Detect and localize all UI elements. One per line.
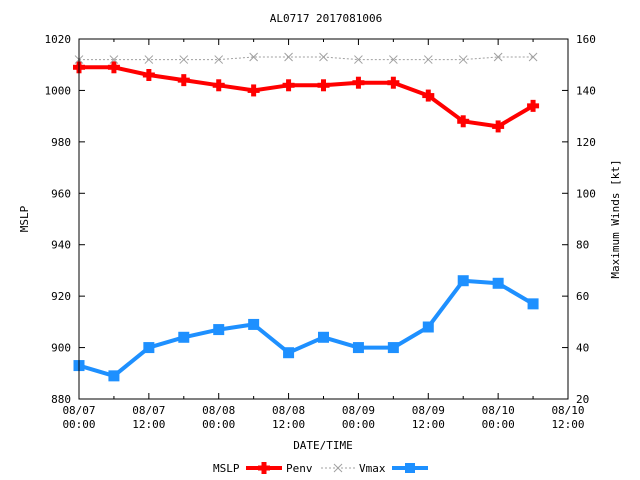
- data-point-vmax: [248, 318, 260, 330]
- legend-label-penv: Penv: [286, 462, 313, 475]
- y2-tick-label: 20: [576, 393, 589, 406]
- series-line-vmax: [78, 278, 535, 378]
- data-point-penv: [179, 55, 189, 64]
- x-tick-label-date: 08/09: [342, 404, 375, 417]
- data-point-mslp: [352, 76, 365, 89]
- legend-label-mslp: MSLP: [213, 462, 240, 475]
- y-tick-label: 900: [51, 342, 71, 355]
- series-vmax: [73, 275, 539, 382]
- y-tick-labels: 880 900 920 940 960 980 1000 1020: [45, 33, 72, 406]
- data-point-vmax: [108, 370, 120, 382]
- data-point-vmax: [352, 342, 364, 354]
- data-point-penv: [284, 52, 293, 62]
- legend: MSLP Penv Vmax: [213, 462, 428, 475]
- data-point-mslp: [527, 99, 540, 112]
- data-point-vmax: [178, 331, 190, 343]
- data-point-penv: [354, 55, 363, 64]
- x-tick-label-time: 00:00: [482, 418, 515, 431]
- y-tick-label: 980: [51, 136, 71, 149]
- data-point-penv: [458, 55, 468, 64]
- y2-tick-label: 80: [576, 239, 589, 252]
- x-tick-label-time: 00:00: [342, 418, 375, 431]
- plot-frame: [78, 38, 569, 400]
- y-tick-label: 920: [51, 290, 71, 303]
- data-point-vmax: [213, 324, 225, 336]
- y2-tick-label: 140: [576, 84, 596, 97]
- data-point-mslp: [317, 79, 330, 92]
- y-tick-label: 940: [51, 239, 71, 252]
- y2-tick-label: 160: [576, 33, 596, 46]
- y-tick-label: 1000: [45, 84, 72, 97]
- data-point-mslp: [247, 84, 260, 97]
- data-point-vmax: [318, 331, 329, 343]
- y2-tick-labels: 20 40 60 80 100 120 140 160: [576, 33, 596, 406]
- y-axis-label: MSLP: [18, 205, 31, 232]
- y2-tick-label: 40: [576, 342, 589, 355]
- x-tick-label-date: 08/07: [62, 404, 95, 417]
- data-point-penv: [528, 52, 538, 62]
- data-point-penv: [214, 55, 224, 64]
- series-layer: [73, 52, 540, 382]
- data-point-mslp: [142, 69, 155, 81]
- series-penv: [74, 52, 538, 64]
- x-tick-label-date: 08/09: [412, 404, 445, 417]
- series-mslp: [73, 61, 540, 133]
- y-tick-label: 960: [51, 187, 71, 200]
- data-point-vmax: [457, 275, 469, 287]
- data-point-mslp: [107, 61, 120, 74]
- data-point-vmax: [283, 347, 295, 359]
- x-tick-label-date: 08/08: [272, 404, 305, 417]
- data-point-vmax: [527, 298, 539, 310]
- y2-axis-label: Maximum Winds [kt]: [609, 159, 622, 278]
- legend-label-vmax: Vmax: [359, 462, 386, 475]
- data-point-penv: [109, 55, 119, 64]
- data-point-mslp: [457, 115, 470, 128]
- y2-tick-label: 120: [576, 136, 596, 149]
- data-point-penv: [389, 55, 398, 64]
- x-tick-labels: 08/0700:0008/0712:0008/0800:0008/0812:00…: [62, 404, 584, 431]
- x-tick-label-date: 08/08: [202, 404, 235, 417]
- y-tick-label: 880: [51, 393, 71, 406]
- data-point-vmax: [387, 342, 399, 354]
- x-tick-label-time: 00:00: [62, 418, 95, 431]
- legend-marker-mslp: [258, 462, 270, 474]
- data-point-vmax: [422, 321, 434, 333]
- x-tick-label-date: 08/07: [132, 404, 165, 417]
- x-tick-label-time: 00:00: [202, 418, 235, 431]
- data-point-mslp: [212, 79, 225, 92]
- y-tick-label: 1020: [45, 33, 72, 46]
- y2-tick-label: 60: [576, 290, 589, 303]
- legend-marker-vmax: [405, 463, 415, 473]
- x-tick-label-time: 12:00: [551, 418, 584, 431]
- data-point-penv: [144, 55, 154, 64]
- data-point-mslp: [492, 120, 505, 133]
- data-point-penv: [249, 52, 258, 62]
- x-axis-label: DATE/TIME: [293, 439, 353, 452]
- y2-tick-label: 100: [576, 187, 596, 200]
- x-tick-label-time: 12:00: [272, 418, 305, 431]
- chart-title: AL0717 2017081006: [270, 12, 383, 25]
- data-point-vmax: [143, 342, 155, 354]
- data-point-penv: [423, 55, 433, 64]
- data-point-penv: [493, 52, 503, 62]
- data-point-vmax: [492, 277, 504, 289]
- x-tick-label-date: 08/10: [482, 404, 515, 417]
- data-point-mslp: [387, 76, 400, 89]
- x-tick-label-time: 12:00: [412, 418, 445, 431]
- data-point-mslp: [177, 74, 190, 87]
- legend-marker-penv: [333, 463, 343, 473]
- data-point-mslp: [422, 89, 435, 102]
- x-tick-label-date: 08/10: [551, 404, 584, 417]
- x-tick-label-time: 12:00: [132, 418, 165, 431]
- data-point-penv: [319, 52, 328, 62]
- data-point-mslp: [282, 79, 295, 92]
